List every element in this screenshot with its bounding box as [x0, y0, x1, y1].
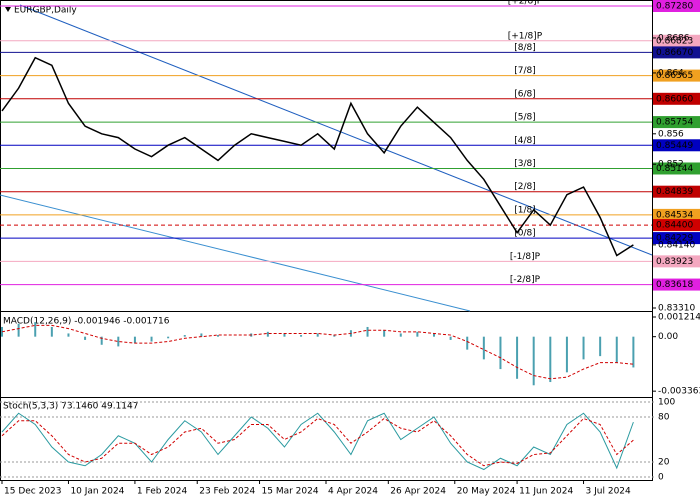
chart-title: EURGBP,Daily [14, 6, 77, 16]
stoch-label: Stoch(5,3,3) 73.1460 49.1147 [3, 402, 138, 412]
price-tag-label: 0.85754 [656, 118, 693, 128]
price-tag-label: 0.83618 [656, 280, 693, 290]
y-tick-label: 0.84140 [658, 240, 695, 250]
price-tag [653, 255, 700, 268]
price-tag [653, 116, 700, 129]
murrey-label: [-1/8]P [510, 252, 541, 262]
x-tick-label: 1 Feb 2024 [137, 487, 188, 497]
murrey-label: [8/8] [514, 43, 536, 53]
macd-signal [1, 324, 634, 380]
price-tag [653, 278, 700, 291]
y-tick-label: 0.8686 [658, 33, 690, 43]
trend-line [19, 4, 653, 256]
price-tag [653, 208, 700, 221]
y-tick-label: 0.864 [658, 68, 684, 78]
murrey-label: [6/8] [514, 89, 536, 99]
murrey-label: [5/8] [514, 113, 536, 123]
y-tick-label: 0.852 [658, 160, 684, 170]
x-tick-label: 3 Jul 2024 [586, 487, 631, 497]
murrey-label: [3/8] [514, 159, 536, 169]
x-tick-label: 26 Apr 2024 [390, 487, 446, 497]
price-tag [653, 139, 700, 152]
y-tick-label: 100 [658, 398, 675, 408]
murrey-label: [0/8] [514, 229, 536, 239]
price-tag [653, 0, 700, 12]
price-tag [653, 46, 700, 59]
trend-line [0, 194, 471, 312]
price-tag-label: 0.86060 [656, 94, 693, 104]
x-tick-label: 4 Apr 2024 [328, 487, 378, 497]
price-tag-label: 0.85449 [656, 141, 693, 151]
y-tick-label: 80 [658, 413, 670, 423]
x-tick-label: 20 May 2024 [457, 487, 516, 497]
price-tag [653, 219, 700, 232]
x-tick-label: 11 Jun 2024 [519, 487, 573, 497]
price-tag-label: 0.84839 [656, 187, 693, 197]
price-tag [653, 162, 700, 175]
macd-label: MACD(12,26,9) -0.001946 -0.001716 [3, 317, 170, 327]
price-tag-label: 0.84534 [656, 210, 693, 220]
y-tick-label: -0.003363 [658, 387, 700, 397]
last-price-label: 0.84400 [656, 221, 693, 231]
murrey-label: [2/8] [514, 182, 536, 192]
price-tag [653, 34, 700, 47]
murrey-label: [+1/8]P [508, 31, 543, 41]
price-tag-label: 0.84229 [656, 234, 693, 244]
symbol-icon [5, 7, 11, 12]
price-tag-label: 0.86823 [656, 36, 693, 46]
x-tick-label: 10 Jan 2024 [70, 487, 124, 497]
price-line [1, 56, 634, 257]
x-tick-label: 15 Mar 2024 [262, 487, 319, 497]
murrey-label: [4/8] [514, 136, 536, 146]
y-tick-label: 0.83310 [658, 304, 695, 314]
stoch-main [1, 412, 634, 471]
price-tag [653, 185, 700, 198]
y-tick-label: 20 [658, 458, 670, 468]
price-tag-label: 0.86365 [656, 71, 693, 81]
price-tag [653, 92, 700, 105]
price-tag [653, 69, 700, 82]
price-tag [653, 232, 700, 245]
murrey-label: [7/8] [514, 66, 536, 76]
murrey-label: [-2/8]P [510, 275, 541, 285]
x-tick-label: 15 Dec 2023 [4, 487, 62, 497]
y-tick-label: 0.001214 [658, 313, 700, 323]
price-tag-label: 0.83923 [656, 257, 693, 267]
y-tick-label: 0 [658, 473, 664, 483]
murrey-label: [1/8] [514, 205, 536, 215]
y-tick-label: 0.00 [658, 332, 678, 342]
y-tick-label: 0.856 [658, 129, 684, 139]
price-tag-label: 0.85144 [656, 164, 693, 174]
price-tag-label: 0.87280 [656, 2, 693, 12]
x-tick-label: 23 Feb 2024 [199, 487, 255, 497]
murrey-label: [+2/8]P [508, 0, 543, 7]
price-tag-label: 0.86670 [656, 48, 693, 58]
